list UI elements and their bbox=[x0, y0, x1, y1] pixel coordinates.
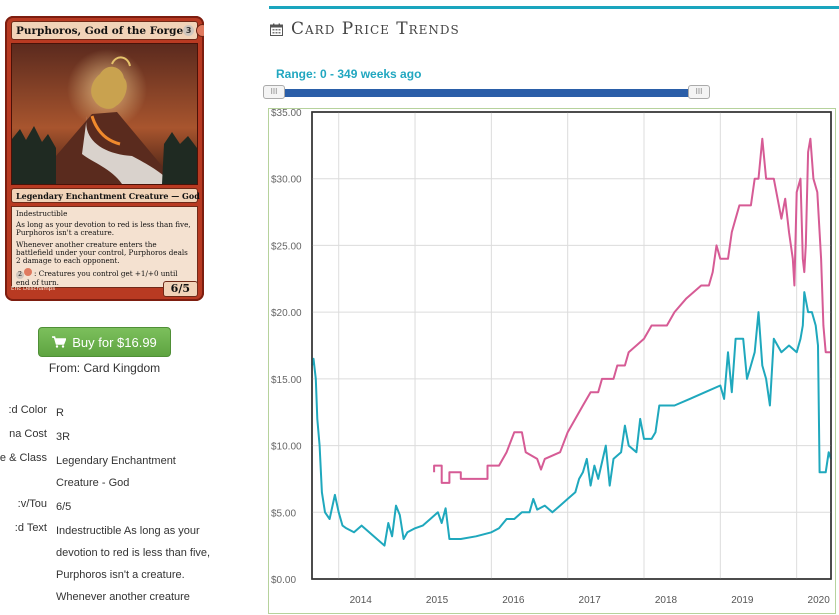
y-tick-label: $20.00 bbox=[271, 308, 302, 319]
buy-button-label: Buy for $16.99 bbox=[72, 334, 157, 350]
detail-label: e & Class: bbox=[0, 452, 47, 464]
generic-mana-icon: 2 bbox=[16, 271, 24, 280]
y-tick-label: $30.00 bbox=[271, 175, 302, 186]
rules-line: As long as your devotion to red is less … bbox=[16, 220, 191, 238]
detail-value: R bbox=[56, 407, 64, 419]
y-tick-label: $15.00 bbox=[271, 375, 302, 386]
card-power-toughness: 6/5 bbox=[162, 281, 198, 297]
price-trends-header: Card Price Trends bbox=[270, 19, 460, 39]
calendar-icon bbox=[270, 23, 283, 36]
detail-row-type: e & Class: Legendary Enchantment Creatur… bbox=[0, 450, 232, 494]
chart-frame bbox=[268, 108, 836, 614]
detail-value: Legendary Enchantment bbox=[56, 455, 176, 467]
generic-mana-icon: 3 bbox=[183, 25, 195, 36]
plot-border bbox=[311, 111, 832, 580]
range-label: Range: 0 - 349 weeks ago bbox=[276, 67, 422, 81]
plot-area bbox=[311, 111, 832, 580]
detail-row-color: d Color: R bbox=[0, 402, 232, 424]
rules-line: 2: Creatures you control get +1/+0 until… bbox=[16, 268, 193, 287]
card-title-bar: Purphoros, God of the Forge 3 bbox=[11, 21, 204, 40]
card-footer: Eric Deschamps 6/5 bbox=[11, 281, 198, 297]
series-line-2 bbox=[311, 291, 832, 547]
card-name: Purphoros, God of the Forge bbox=[16, 24, 184, 37]
red-mana-icon bbox=[196, 24, 204, 37]
red-mana-icon bbox=[24, 268, 32, 277]
detail-value: Whenever another creature bbox=[56, 591, 190, 603]
rules-line: Indestructible bbox=[16, 209, 68, 218]
detail-row-text: d Text: Indestructible As long as your d… bbox=[0, 520, 232, 608]
rules-line: Whenever another creature enters the bat… bbox=[16, 239, 188, 266]
card-details: d Color: R na Cost 3R e & Class: Legenda… bbox=[0, 400, 232, 608]
detail-row-mana-cost: na Cost 3R bbox=[0, 426, 232, 448]
card-rules-text: Indestructible As long as your devotion … bbox=[11, 206, 198, 288]
detail-row-pow-tou: v/Tou: 6/5 bbox=[0, 496, 232, 518]
range-slider-track[interactable] bbox=[270, 89, 710, 97]
x-tick-label: 2015 bbox=[426, 595, 449, 606]
range-slider-handle-end[interactable]: III bbox=[688, 85, 710, 99]
card-art bbox=[11, 43, 198, 185]
card-art-illustration bbox=[12, 44, 197, 184]
y-tick-label: $0.00 bbox=[271, 575, 296, 586]
card-mana-cost: 3 bbox=[183, 24, 204, 37]
y-tick-label: $25.00 bbox=[271, 241, 302, 252]
buy-button[interactable]: Buy for $16.99 bbox=[38, 327, 171, 357]
card-type-bar: Legendary Enchantment Creature — God bbox=[11, 188, 200, 203]
detail-label: na Cost bbox=[9, 428, 47, 440]
detail-label: v/Tou: bbox=[17, 498, 47, 510]
y-tick-label: $5.00 bbox=[271, 508, 296, 519]
header-rule bbox=[269, 6, 839, 9]
x-tick-label: 2019 bbox=[731, 595, 754, 606]
series-line-1 bbox=[433, 137, 831, 484]
detail-value: Creature - God bbox=[56, 477, 130, 489]
vendor-label: From: Card Kingdom bbox=[48, 361, 161, 375]
page-title: Card Price Trends bbox=[291, 19, 460, 39]
detail-value: devotion to red is less than five, bbox=[56, 547, 211, 559]
cart-icon bbox=[52, 336, 67, 348]
detail-label: d Text: bbox=[14, 522, 47, 534]
x-tick-label: 2018 bbox=[655, 595, 678, 606]
detail-value: 6/5 bbox=[56, 501, 72, 513]
card-image: Purphoros, God of the Forge 3 bbox=[5, 16, 204, 301]
card-type-line: Legendary Enchantment Creature — God bbox=[16, 190, 200, 201]
x-tick-label: 2020 bbox=[808, 595, 831, 606]
activation-text: : Creatures you control get +1/+0 until … bbox=[16, 269, 178, 288]
y-tick-label: $35.00 bbox=[271, 109, 302, 119]
x-tick-label: 2014 bbox=[350, 595, 373, 606]
y-tick-label: $10.00 bbox=[271, 442, 302, 453]
x-tick-label: 2017 bbox=[579, 595, 602, 606]
price-chart: $0.00 $5.00 $10.00 $15.00 $20.00 $25.00 $30.00… bbox=[271, 109, 832, 606]
detail-label: d Color: bbox=[8, 404, 47, 416]
detail-value: Indestructible As long as your bbox=[56, 525, 200, 537]
card-artist: Eric Deschamps bbox=[11, 286, 56, 292]
detail-value: 3R bbox=[56, 431, 71, 443]
x-tick-label: 2016 bbox=[502, 595, 525, 606]
detail-value: Purphoros isn't a creature. bbox=[56, 569, 185, 581]
range-slider-handle-start[interactable]: III bbox=[263, 85, 285, 99]
